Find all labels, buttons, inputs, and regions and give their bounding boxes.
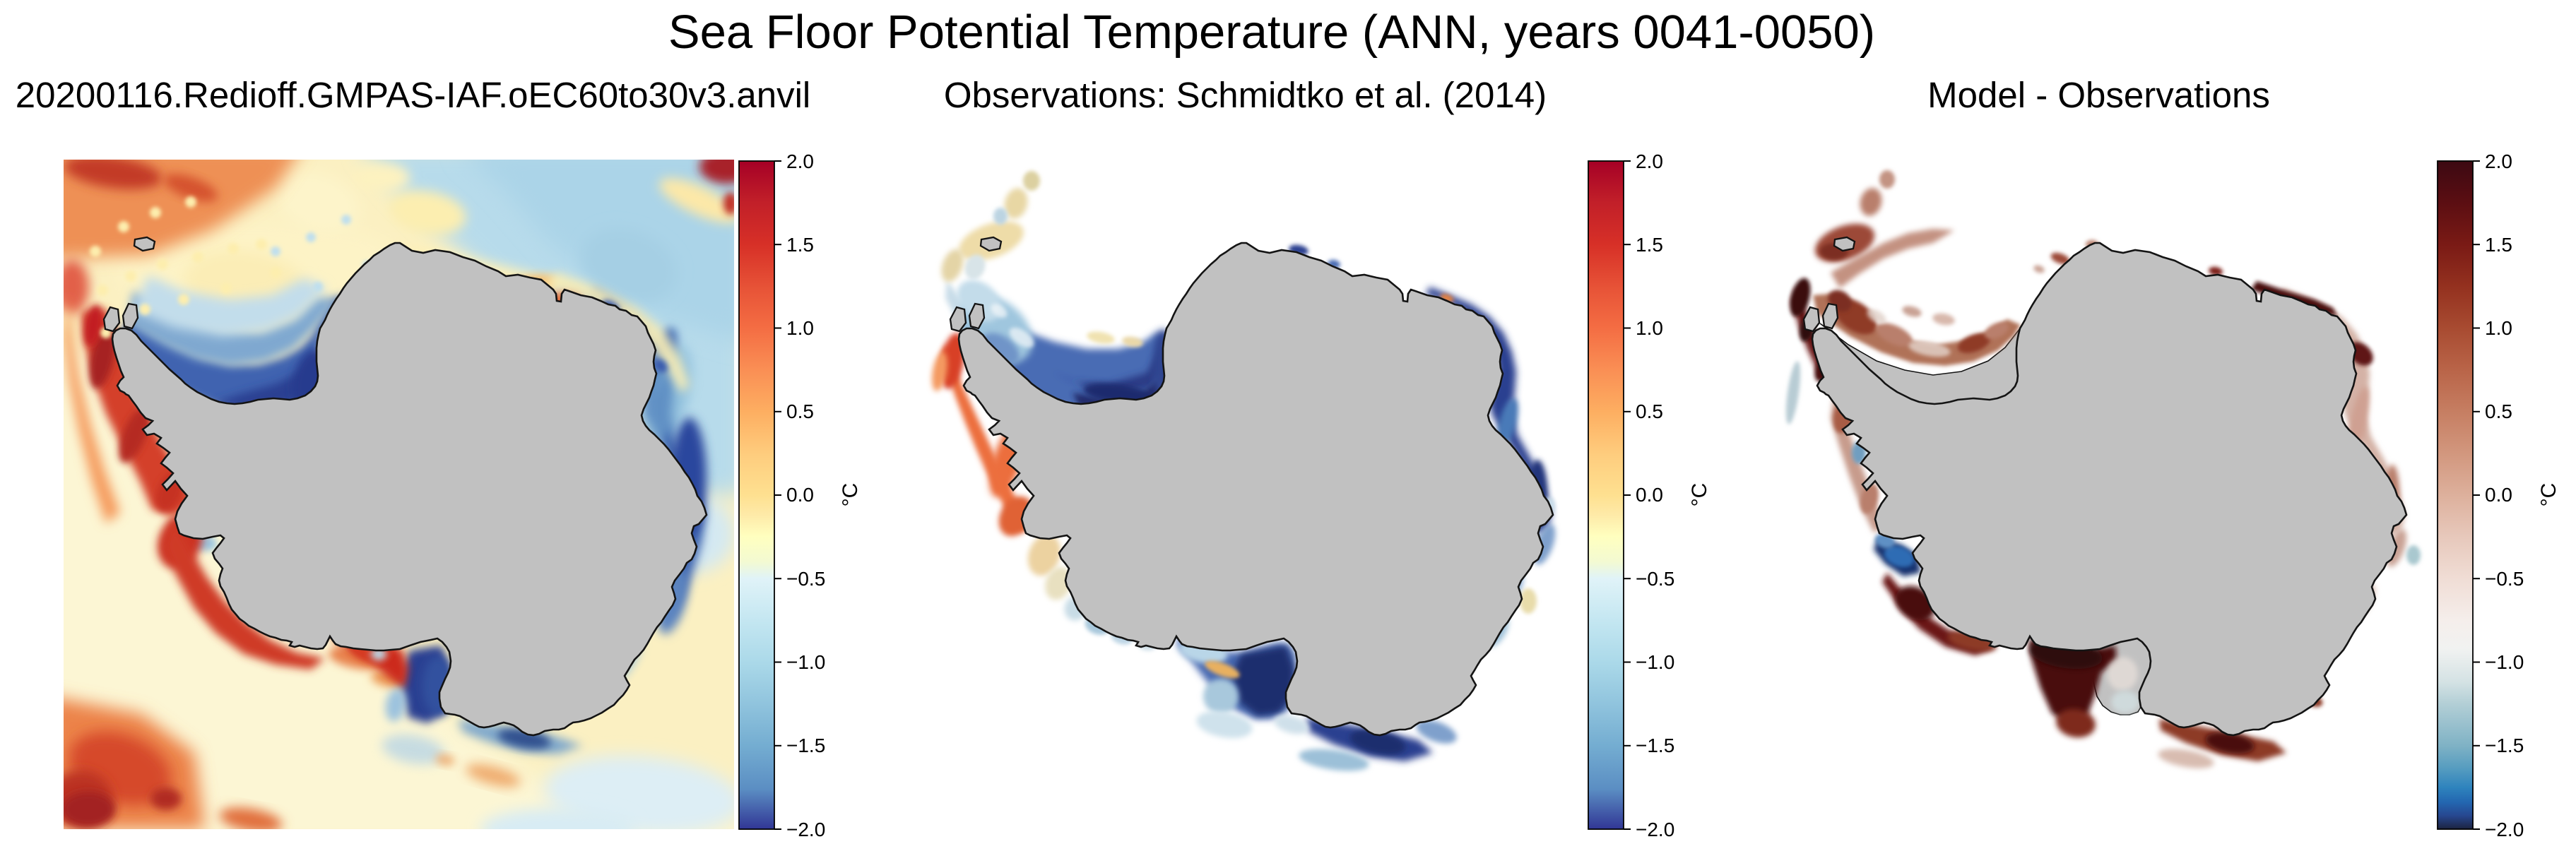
svg-text:°C: °C [1688, 483, 1711, 507]
svg-text:0.0: 0.0 [786, 484, 814, 506]
svg-text:0.5: 0.5 [2485, 400, 2512, 422]
svg-text:0.5: 0.5 [1636, 400, 1663, 422]
svg-text:Sea Floor Potential Temperatur: Sea Floor Potential Temperature (ANN, ye… [668, 6, 1875, 59]
svg-text:2.0: 2.0 [1636, 150, 1663, 172]
svg-text:0.0: 0.0 [2485, 484, 2512, 506]
svg-text:−2.0: −2.0 [786, 819, 825, 840]
svg-text:2.0: 2.0 [786, 150, 814, 172]
svg-text:2.0: 2.0 [2485, 150, 2512, 172]
svg-text:20200116.Redioff.GMPAS-IAF.oEC: 20200116.Redioff.GMPAS-IAF.oEC60to30v3.a… [16, 75, 811, 115]
svg-text:1.0: 1.0 [2485, 317, 2512, 339]
svg-text:−2.0: −2.0 [2485, 819, 2524, 840]
svg-text:−1.0: −1.0 [786, 651, 825, 673]
svg-text:1.0: 1.0 [1636, 317, 1663, 339]
svg-text:−1.5: −1.5 [1636, 735, 1674, 756]
svg-text:°C: °C [2537, 483, 2560, 507]
svg-text:1.5: 1.5 [1636, 234, 1663, 256]
svg-text:0.5: 0.5 [786, 400, 814, 422]
svg-text:−1.5: −1.5 [2485, 735, 2524, 756]
svg-text:−1.0: −1.0 [2485, 651, 2524, 673]
svg-text:−0.5: −0.5 [1636, 568, 1674, 590]
svg-text:°C: °C [839, 483, 862, 507]
svg-text:−1.5: −1.5 [786, 735, 825, 756]
svg-text:1.5: 1.5 [2485, 234, 2512, 256]
svg-text:Model - Observations: Model - Observations [1927, 75, 2270, 115]
svg-text:−0.5: −0.5 [2485, 568, 2524, 590]
svg-text:−1.0: −1.0 [1636, 651, 1674, 673]
svg-text:1.5: 1.5 [786, 234, 814, 256]
svg-text:−2.0: −2.0 [1636, 819, 1674, 840]
svg-text:0.0: 0.0 [1636, 484, 1663, 506]
svg-text:Observations: Schmidtko et al.: Observations: Schmidtko et al. (2014) [944, 75, 1547, 115]
svg-text:1.0: 1.0 [786, 317, 814, 339]
svg-text:−0.5: −0.5 [786, 568, 825, 590]
